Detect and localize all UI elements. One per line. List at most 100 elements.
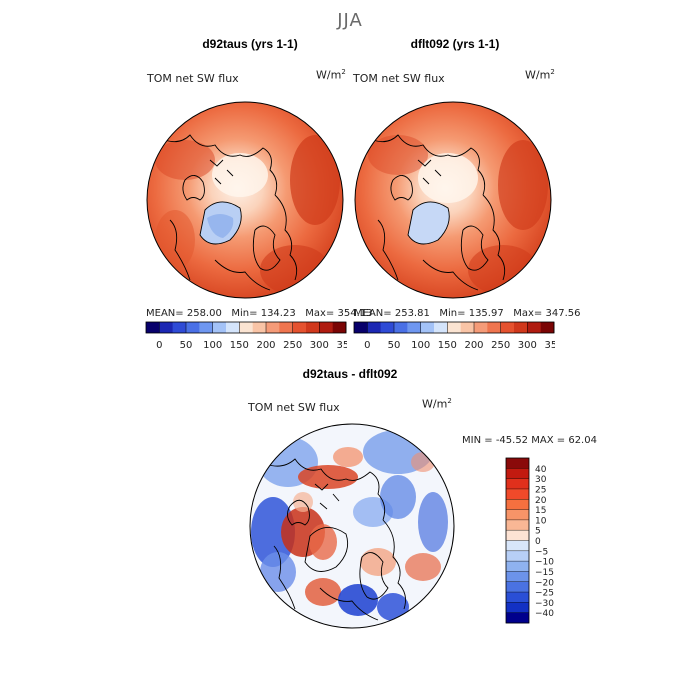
panel2-title: dflt092 (yrs 1-1) bbox=[410, 37, 500, 51]
panel3-colorbar-tick-label: 15 bbox=[535, 506, 546, 516]
panel2-units: W/m2 bbox=[525, 68, 555, 82]
panel3-patches bbox=[251, 430, 448, 621]
panel2-colorbar-swatch bbox=[394, 322, 408, 333]
panel2-colorbar-swatch bbox=[354, 322, 368, 333]
panel1-colorbar-tick-label: 150 bbox=[230, 340, 249, 351]
panel1-colorbar: 0 50 100 150 200 250 300 350 bbox=[145, 321, 347, 351]
panel3-colorbar-swatch bbox=[506, 602, 529, 613]
panel1-min-label: Min= bbox=[231, 308, 258, 319]
panel3-min-label: MIN = bbox=[462, 435, 493, 446]
panel1-colorbar-swatch bbox=[266, 322, 280, 333]
panel1-colorbar-tick-label: 100 bbox=[203, 340, 222, 351]
panel2-map-border bbox=[354, 101, 552, 299]
panel3-map-border bbox=[249, 423, 455, 629]
panel2-max-value: 347.56 bbox=[545, 308, 581, 319]
panel2-mean-label: MEAN= bbox=[354, 308, 392, 319]
panel3-colorbar-tick-label: 0 bbox=[535, 537, 541, 547]
panel2-colorbar-tick-label: 350 bbox=[544, 340, 555, 351]
panel1-colorbar-tick-label: 200 bbox=[256, 340, 275, 351]
panel2-colorbar-swatch bbox=[487, 322, 501, 333]
panel3-colorbar-tick-label: 25 bbox=[535, 485, 546, 495]
panel1-field-label: TOM net SW flux bbox=[147, 72, 239, 85]
panel1-mean-label: MEAN= bbox=[146, 308, 184, 319]
panel2-colorbar-swatch bbox=[460, 322, 475, 333]
panel2-colorbar-swatch bbox=[514, 322, 528, 333]
panel3-colorbar-swatch bbox=[506, 571, 529, 583]
panel2-field-label: TOM net SW flux bbox=[353, 72, 445, 85]
panel3-colorbar-tick-label: 20 bbox=[535, 496, 547, 506]
panel3-field-label: TOM net SW flux bbox=[248, 401, 340, 414]
panel1-colorbar-tick-label: 300 bbox=[310, 340, 329, 351]
panel1-max-label: Max= bbox=[305, 308, 335, 319]
panel3-title: d92taus - dflt092 bbox=[302, 367, 398, 381]
panel1-colorbar-tick-label: 50 bbox=[180, 340, 193, 351]
panel2-greenland-low bbox=[408, 201, 450, 244]
panel3-max-value: 62.04 bbox=[568, 435, 597, 446]
panel3-colorbar-swatch bbox=[506, 468, 529, 479]
panel3-colorbar-swatch bbox=[506, 488, 529, 500]
panel3-max-label: MAX = bbox=[531, 435, 566, 446]
panel3-colorbar-tick-label: 5 bbox=[535, 527, 541, 537]
panel2-colorbar-swatch bbox=[540, 322, 555, 333]
panel1-colorbar-swatch bbox=[159, 322, 173, 333]
panel1-colorbar-swatch bbox=[226, 322, 240, 333]
panel3-colorbar-tick-label: 30 bbox=[535, 475, 547, 485]
panel1-title: d92taus (yrs 1-1) bbox=[202, 37, 298, 51]
panel3-colorbar-tick-label: −30 bbox=[535, 599, 554, 609]
panel3-units-exp: 2 bbox=[447, 397, 452, 405]
panel1-colorbar-swatch bbox=[146, 322, 160, 333]
panel3-colorbar-swatch bbox=[506, 592, 529, 603]
panel2-colorbar-swatch bbox=[447, 322, 461, 333]
panel2-colorbar-swatch bbox=[380, 322, 395, 333]
panel2-map bbox=[354, 101, 552, 299]
panel2-colorbar-swatch bbox=[407, 322, 421, 333]
panel1-colorbar-swatch bbox=[252, 322, 267, 333]
panel1-colorbar-swatch bbox=[306, 322, 320, 333]
panel1-units-exp: 2 bbox=[341, 68, 346, 76]
panel1-colorbar-swatch bbox=[199, 322, 213, 333]
panel3-colorbar-tick-label: −40 bbox=[535, 609, 554, 619]
panel2-colorbar-tick-label: 250 bbox=[491, 340, 510, 351]
panel3-min-value: -45.52 bbox=[495, 435, 529, 446]
panel2-units-exp: 2 bbox=[550, 68, 555, 76]
panel1-units: W/m2 bbox=[316, 68, 346, 82]
panel2-colorbar-tick-label: 150 bbox=[438, 340, 457, 351]
panel1-colorbar-swatch bbox=[279, 322, 293, 333]
panel1-stats: MEAN= 258.00 Min= 134.23 Max= 354.13 bbox=[146, 308, 373, 319]
panel2-colorbar-swatch bbox=[500, 322, 515, 333]
panel1-colorbar-swatch bbox=[186, 322, 200, 333]
panel2-colorbar-swatch bbox=[527, 322, 541, 333]
panel2-colorbar-swatch bbox=[474, 322, 488, 333]
panel3-colorbar-swatch bbox=[506, 458, 529, 469]
panel3-colorbar-swatch bbox=[506, 581, 529, 593]
panel2-colorbar-swatch bbox=[420, 322, 435, 333]
panel1-colorbar-tick-label: 0 bbox=[156, 340, 162, 351]
panel1-colorbar-swatch bbox=[292, 322, 307, 333]
panel3-colorbar-swatch bbox=[506, 519, 529, 531]
panel2-colorbar: 0 50 100 150 200 250 300 350 bbox=[353, 321, 555, 351]
panel1-colorbar-swatch bbox=[332, 322, 347, 333]
panel2-max-label: Max= bbox=[513, 308, 543, 319]
panel2-colorbar-swatch bbox=[434, 322, 448, 333]
panel3-map bbox=[249, 423, 455, 629]
panel3-colorbar-swatch bbox=[506, 612, 529, 624]
panel3-colorbar-tick-label: 10 bbox=[535, 516, 547, 526]
panel3-colorbar-tick-label: −25 bbox=[535, 589, 554, 599]
panel2-units-base: W/m bbox=[525, 68, 551, 82]
season-title: JJA bbox=[337, 10, 363, 31]
panel3-units-base: W/m bbox=[422, 397, 448, 411]
panel1-map-border bbox=[146, 101, 344, 299]
panel1-coastlines bbox=[164, 134, 298, 291]
panel1-colorbar-swatch bbox=[212, 322, 227, 333]
panel1-max-value: 354.13 bbox=[337, 308, 373, 319]
panel2-mean-value: 253.81 bbox=[394, 308, 430, 319]
panel2-colorbar-tick-label: 200 bbox=[464, 340, 483, 351]
panel3-colorbar-tick-label: 40 bbox=[535, 465, 547, 475]
panel3-stats: MIN = -45.52 MAX = 62.04 bbox=[462, 435, 597, 446]
panel3-colorbar-swatch bbox=[506, 478, 529, 490]
panel1-colorbar-swatch bbox=[239, 322, 253, 333]
panel3-colorbar-swatch bbox=[506, 550, 529, 562]
panel3-colorbar-tick-label: −15 bbox=[535, 568, 554, 578]
panel3-coastlines bbox=[265, 458, 406, 621]
